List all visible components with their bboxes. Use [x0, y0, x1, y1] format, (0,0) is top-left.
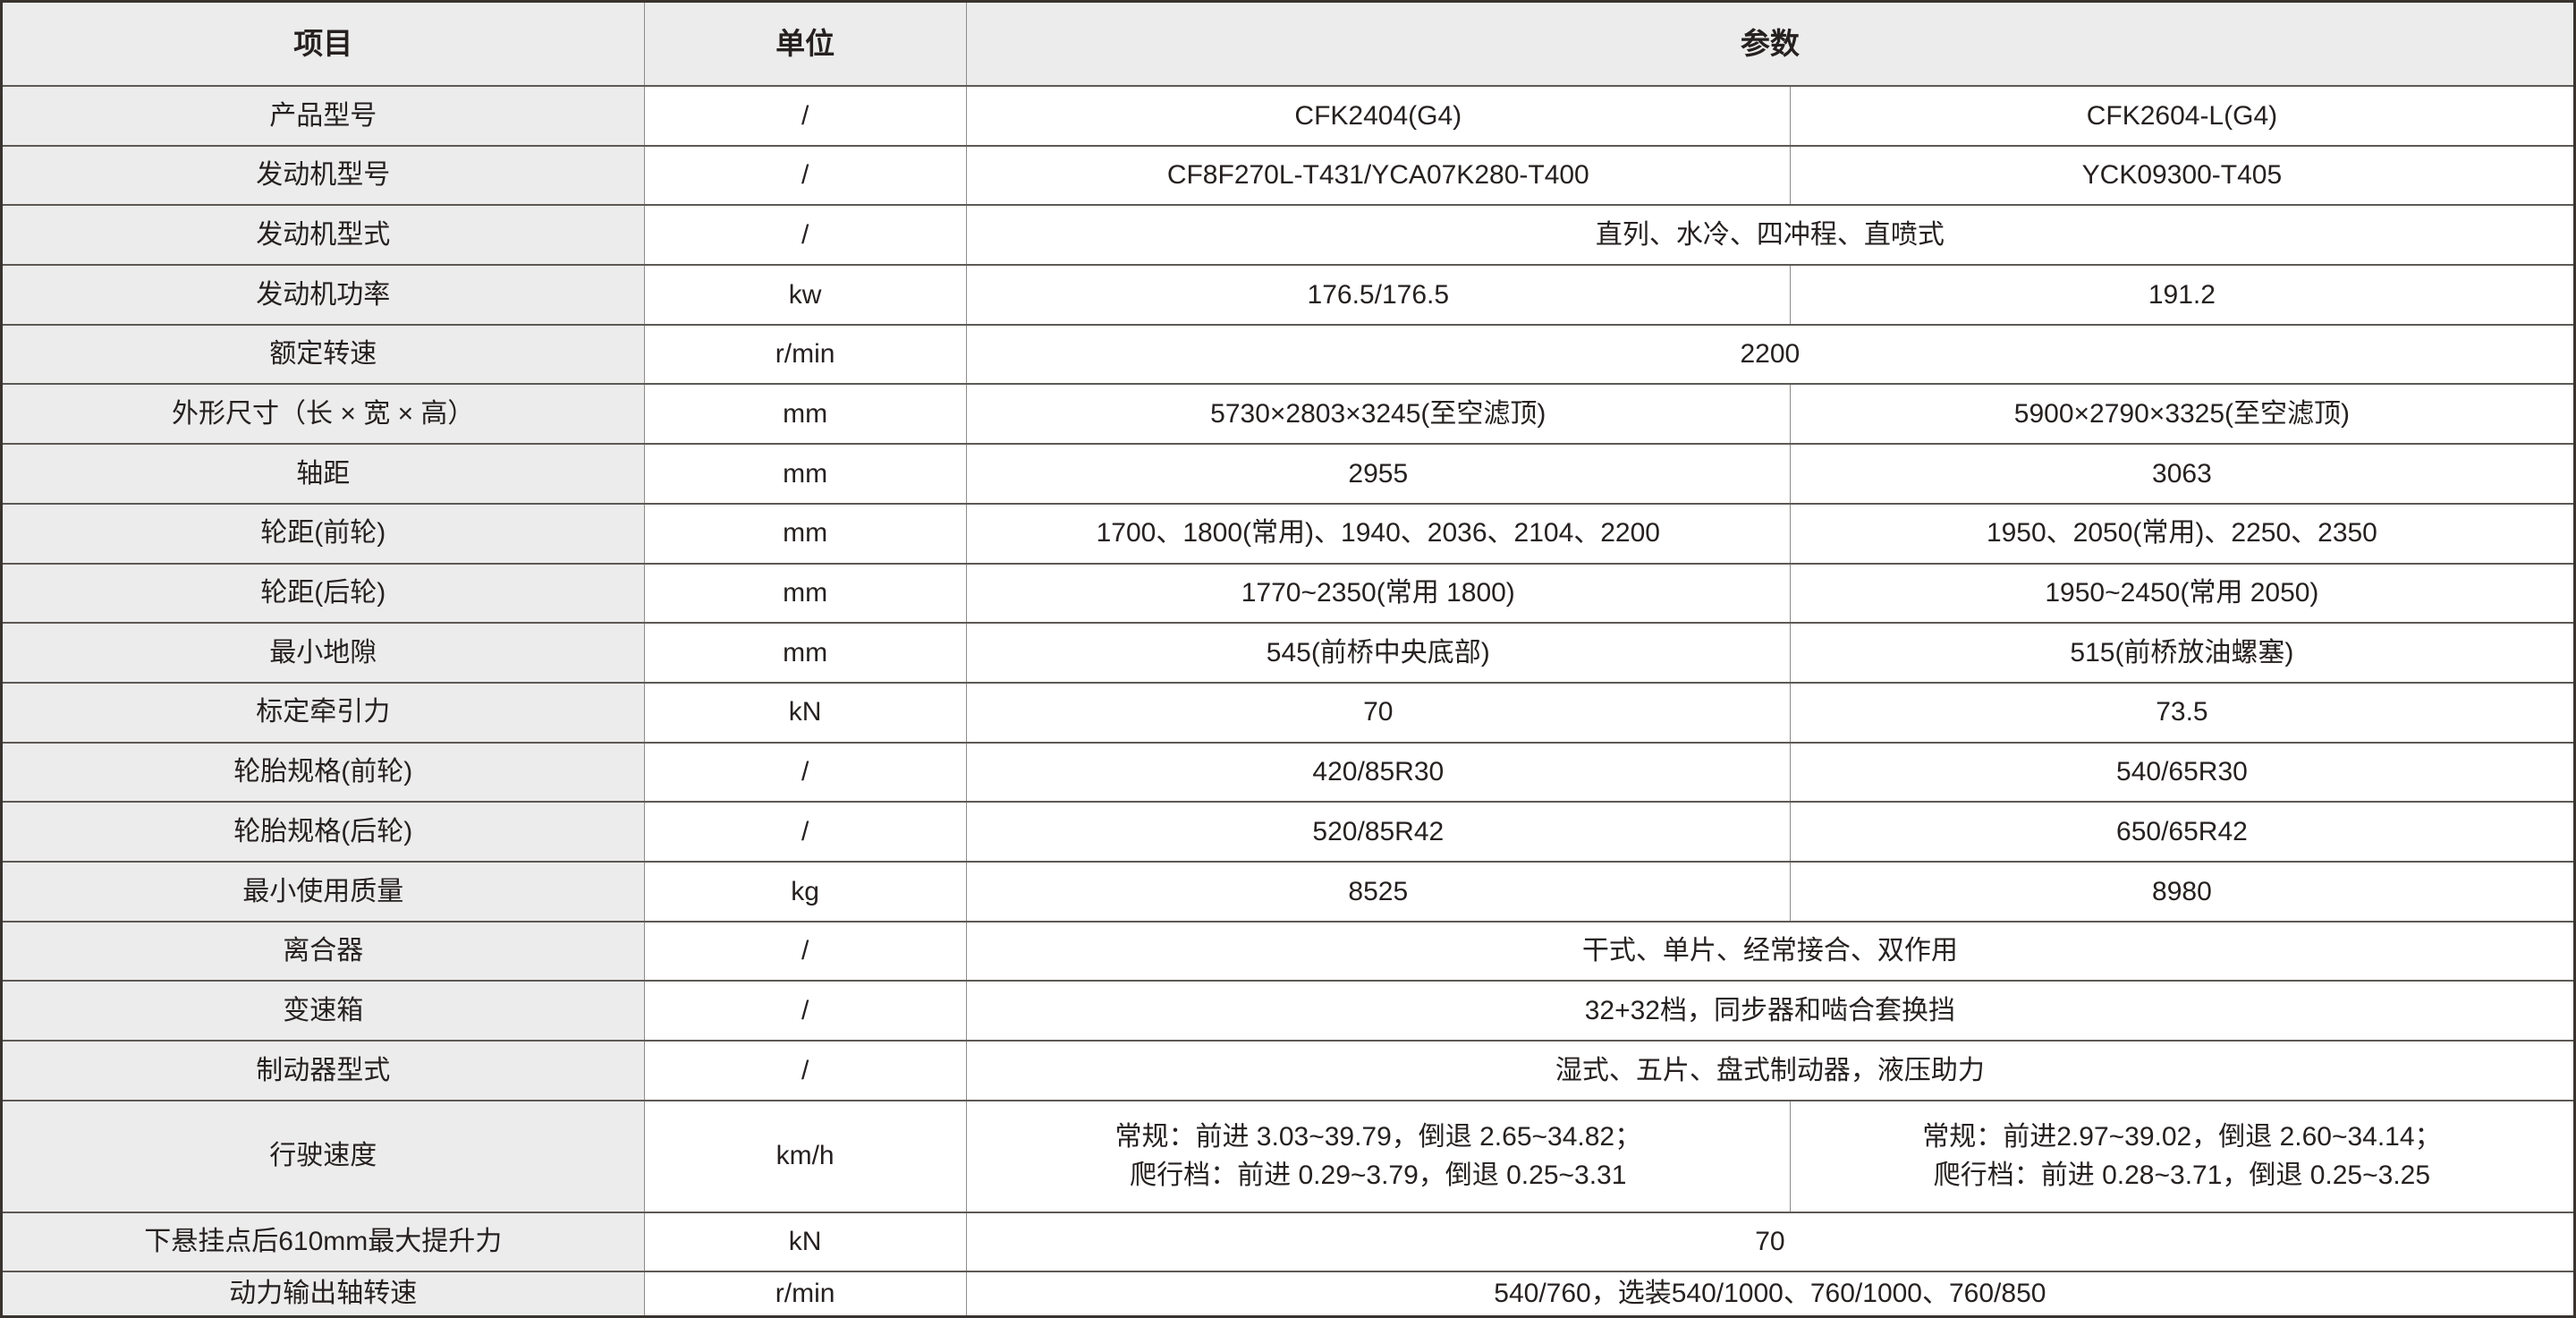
param-cell-merged: 2200: [966, 325, 2573, 384]
table-row: 额定转速 r/min 2200: [3, 323, 2573, 384]
item-cell: 动力输出轴转速: [3, 1272, 645, 1315]
unit-cell: kN: [644, 1212, 967, 1271]
unit-cell: /: [644, 803, 967, 861]
item-cell: 离合器: [3, 922, 645, 981]
unit-cell: kg: [644, 862, 967, 921]
param-cell-left: 2955: [966, 445, 1791, 503]
param-cell-left: 5730×2803×3245(至空滤顶): [966, 385, 1791, 444]
item-cell: 轮胎规格(前轮): [3, 743, 645, 802]
unit-cell: kN: [644, 683, 967, 742]
table-row: 产品型号 / CFK2404(G4) CFK2604-L(G4): [3, 85, 2573, 145]
item-cell: 标定牵引力: [3, 683, 645, 742]
param-cell-left: CFK2404(G4): [966, 87, 1791, 145]
item-cell: 轮胎规格(后轮): [3, 803, 645, 861]
table-row: 轮胎规格(后轮) / 520/85R42 650/65R42: [3, 801, 2573, 861]
item-cell: 轴距: [3, 445, 645, 503]
unit-cell: mm: [644, 445, 967, 503]
item-cell: 产品型号: [3, 87, 645, 145]
table-row: 发动机型式 / 直列、水冷、四冲程、直喷式: [3, 204, 2573, 265]
header-param: 参数: [966, 3, 2573, 85]
unit-cell: /: [644, 87, 967, 145]
table-row: 外形尺寸（长 × 宽 × 高） mm 5730×2803×3245(至空滤顶) …: [3, 383, 2573, 444]
param-cell-merged: 70: [966, 1212, 2573, 1271]
param-cell-left: 70: [966, 683, 1791, 742]
item-cell: 最小地隙: [3, 624, 645, 682]
param-cell-right: 1950、2050(常用)、2250、2350: [1790, 504, 2573, 563]
table-row: 标定牵引力 kN 70 73.5: [3, 681, 2573, 742]
param-cell-right: 8980: [1790, 862, 2573, 921]
param-cell-right: CFK2604-L(G4): [1790, 87, 2573, 145]
unit-cell: mm: [644, 504, 967, 563]
item-cell: 轮距(前轮): [3, 504, 645, 563]
unit-cell: km/h: [644, 1101, 967, 1212]
param-cell-left: 545(前桥中央底部): [966, 624, 1791, 682]
param-cell-right: YCK09300-T405: [1790, 146, 2573, 205]
param-cell-right: 191.2: [1790, 266, 2573, 324]
param-cell-left: 520/85R42: [966, 803, 1791, 861]
param-cell-left: 常规：前进 3.03~39.79，倒退 2.65~34.82； 爬行档：前进 0…: [966, 1101, 1791, 1212]
unit-cell: r/min: [644, 325, 967, 384]
unit-cell: mm: [644, 624, 967, 682]
table-row: 轮距(后轮) mm 1770~2350(常用 1800) 1950~2450(常…: [3, 562, 2573, 623]
table-row: 制动器型式 / 湿式、五片、盘式制动器，液压助力: [3, 1040, 2573, 1100]
table-row: 动力输出轴转速 r/min 540/760，选装540/1000、760/100…: [3, 1271, 2573, 1315]
table-row: 离合器 / 干式、单片、经常接合、双作用: [3, 920, 2573, 981]
param-cell-merged: 干式、单片、经常接合、双作用: [966, 922, 2573, 981]
param-cell-right: 3063: [1790, 445, 2573, 503]
item-cell: 下悬挂点后610mm最大提升力: [3, 1212, 645, 1271]
table-row: 轮胎规格(前轮) / 420/85R30 540/65R30: [3, 741, 2573, 802]
unit-cell: /: [644, 1042, 967, 1100]
unit-cell: /: [644, 146, 967, 205]
unit-cell: kw: [644, 266, 967, 324]
param-cell-left: 8525: [966, 862, 1791, 921]
param-cell-right: 650/65R42: [1790, 803, 2573, 861]
header-unit: 单位: [644, 3, 967, 85]
param-cell-merged: 32+32档，同步器和啮合套换挡: [966, 982, 2573, 1040]
param-cell-right: 常规：前进2.97~39.02，倒退 2.60~34.14； 爬行档：前进 0.…: [1790, 1101, 2573, 1212]
param-cell-merged: 540/760，选装540/1000、760/1000、760/850: [966, 1272, 2573, 1315]
table-row: 轮距(前轮) mm 1700、1800(常用)、1940、2036、2104、2…: [3, 502, 2573, 563]
param-cell-right: 515(前桥放油螺塞): [1790, 624, 2573, 682]
unit-cell: /: [644, 743, 967, 802]
unit-cell: /: [644, 922, 967, 981]
table-row: 最小地隙 mm 545(前桥中央底部) 515(前桥放油螺塞): [3, 622, 2573, 682]
param-cell-left: 176.5/176.5: [966, 266, 1791, 324]
unit-cell: mm: [644, 564, 967, 623]
param-cell-merged: 湿式、五片、盘式制动器，液压助力: [966, 1042, 2573, 1100]
param-cell-right: 5900×2790×3325(至空滤顶): [1790, 385, 2573, 444]
table-row: 最小使用质量 kg 8525 8980: [3, 860, 2573, 921]
param-cell-left: CF8F270L-T431/YCA07K280-T400: [966, 146, 1791, 205]
item-cell: 发动机型式: [3, 206, 645, 265]
param-cell-left: 1770~2350(常用 1800): [966, 564, 1791, 623]
item-cell: 外形尺寸（长 × 宽 × 高）: [3, 385, 645, 444]
param-cell-right: 73.5: [1790, 683, 2573, 742]
header-item: 项目: [3, 3, 645, 85]
item-cell: 发动机功率: [3, 266, 645, 324]
item-cell: 最小使用质量: [3, 862, 645, 921]
item-cell: 制动器型式: [3, 1042, 645, 1100]
item-cell: 行驶速度: [3, 1101, 645, 1212]
unit-cell: /: [644, 982, 967, 1040]
item-cell: 发动机型号: [3, 146, 645, 205]
unit-cell: r/min: [644, 1272, 967, 1315]
param-cell-right: 540/65R30: [1790, 743, 2573, 802]
table-row: 下悬挂点后610mm最大提升力 kN 70: [3, 1211, 2573, 1271]
item-cell: 轮距(后轮): [3, 564, 645, 623]
header-row: 项目 单位 参数: [3, 3, 2573, 85]
table-row: 发动机功率 kw 176.5/176.5 191.2: [3, 264, 2573, 324]
param-cell-merged: 直列、水冷、四冲程、直喷式: [966, 206, 2573, 265]
table-row: 行驶速度 km/h 常规：前进 3.03~39.79，倒退 2.65~34.82…: [3, 1099, 2573, 1212]
item-cell: 变速箱: [3, 982, 645, 1040]
param-cell-left: 1700、1800(常用)、1940、2036、2104、2200: [966, 504, 1791, 563]
table-row: 变速箱 / 32+32档，同步器和啮合套换挡: [3, 980, 2573, 1040]
table-row: 轴距 mm 2955 3063: [3, 443, 2573, 503]
table-row: 发动机型号 / CF8F270L-T431/YCA07K280-T400 YCK…: [3, 144, 2573, 205]
param-cell-right: 1950~2450(常用 2050): [1790, 564, 2573, 623]
param-cell-left: 420/85R30: [966, 743, 1791, 802]
unit-cell: mm: [644, 385, 967, 444]
unit-cell: /: [644, 206, 967, 265]
item-cell: 额定转速: [3, 325, 645, 384]
